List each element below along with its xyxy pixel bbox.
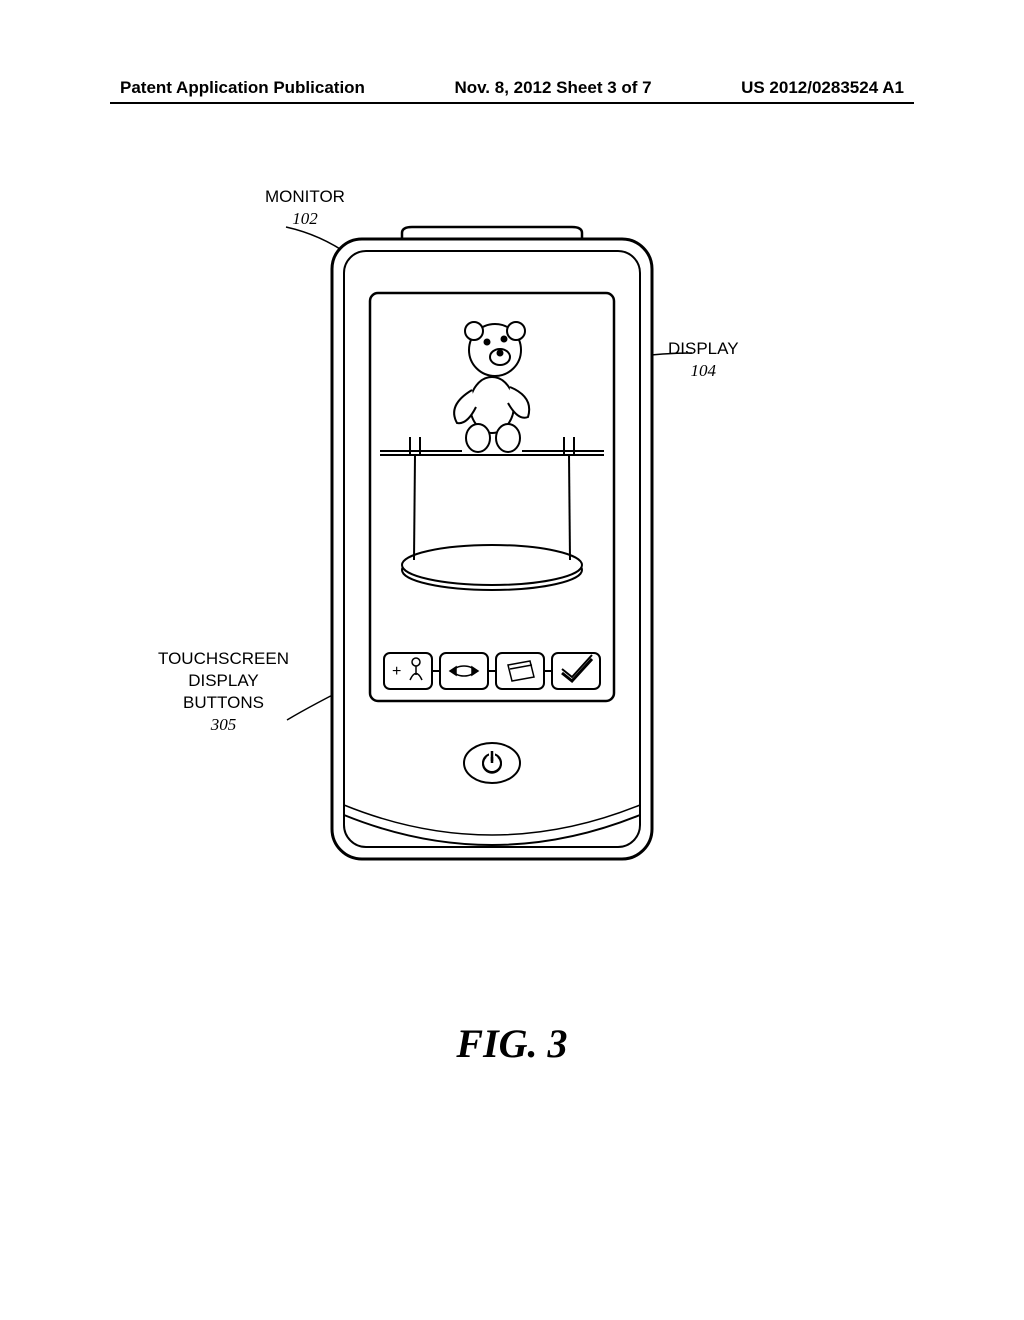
- device-figure: +: [232, 175, 792, 895]
- figure-caption: FIG. 3: [0, 1020, 1024, 1067]
- header-left: Patent Application Publication: [120, 78, 365, 98]
- page: Patent Application Publication Nov. 8, 2…: [0, 0, 1024, 1320]
- header-right: US 2012/0283524 A1: [741, 78, 904, 98]
- svg-text:+: +: [392, 663, 401, 680]
- page-header: Patent Application Publication Nov. 8, 2…: [0, 78, 1024, 98]
- figure-area: +: [0, 175, 1024, 895]
- power-button: [464, 743, 520, 783]
- header-rule: [110, 102, 914, 104]
- header-center: Nov. 8, 2012 Sheet 3 of 7: [454, 78, 651, 98]
